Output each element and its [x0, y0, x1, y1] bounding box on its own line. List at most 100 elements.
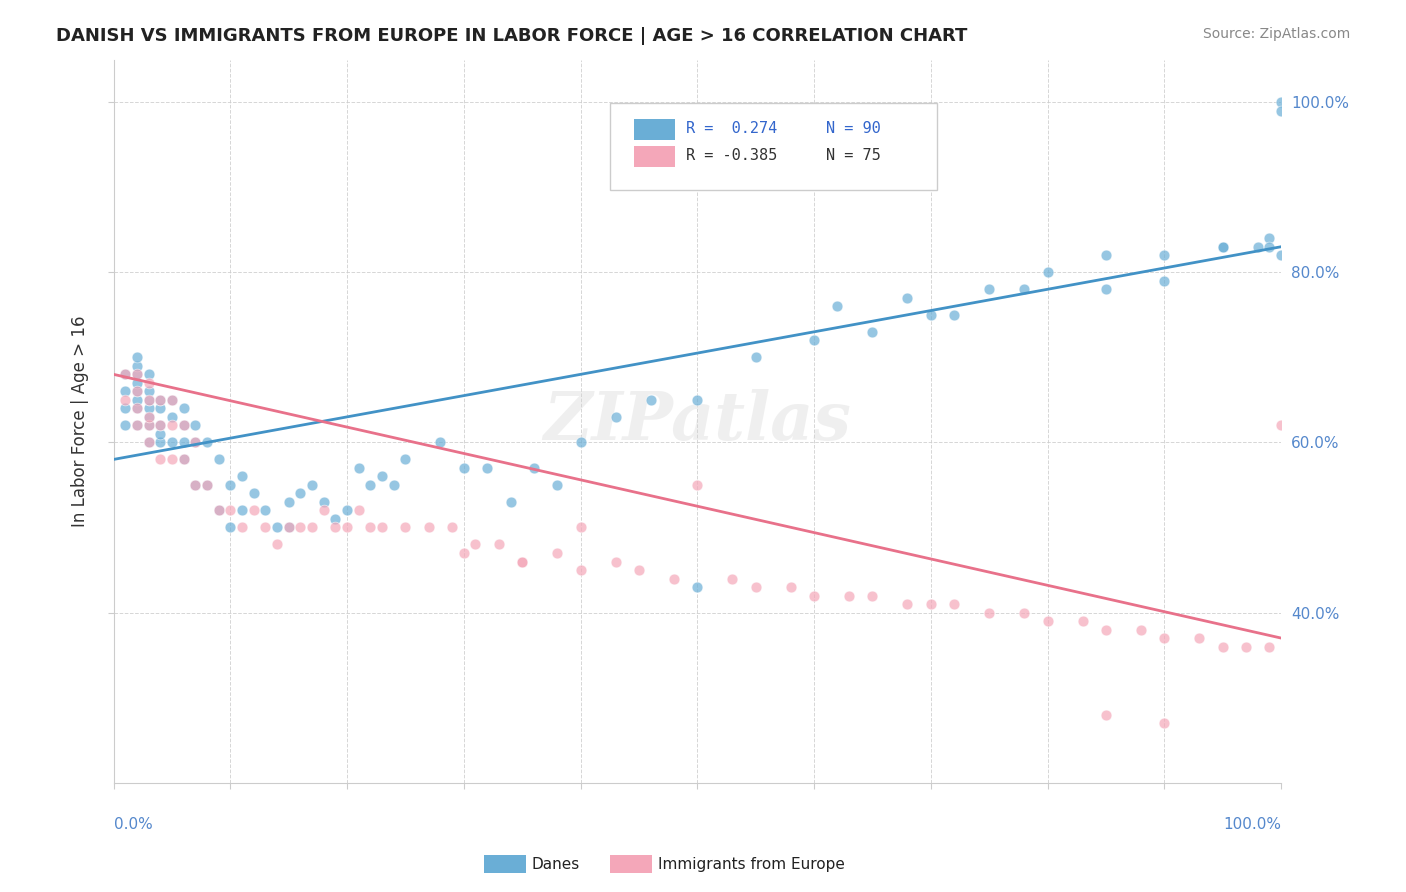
- Point: [325, 512, 347, 526]
- Point: [1153, 274, 1175, 288]
- Text: N = 90: N = 90: [825, 120, 880, 136]
- Point: [173, 452, 195, 467]
- Point: [453, 461, 475, 475]
- Point: [1270, 418, 1292, 433]
- Point: [138, 418, 160, 433]
- Point: [569, 520, 592, 534]
- Point: [195, 478, 218, 492]
- Point: [138, 401, 160, 416]
- Point: [160, 392, 183, 407]
- Point: [943, 308, 966, 322]
- Point: [207, 503, 229, 517]
- Point: [1130, 623, 1153, 637]
- Point: [1270, 248, 1292, 262]
- Point: [160, 435, 183, 450]
- Point: [488, 537, 510, 551]
- Point: [184, 478, 207, 492]
- Point: [195, 478, 218, 492]
- Point: [453, 546, 475, 560]
- Point: [1095, 248, 1118, 262]
- Point: [721, 572, 744, 586]
- Point: [266, 537, 288, 551]
- Point: [394, 452, 416, 467]
- Point: [173, 435, 195, 450]
- Point: [418, 520, 440, 534]
- Point: [371, 469, 394, 483]
- Point: [1212, 640, 1234, 654]
- Point: [277, 495, 299, 509]
- Point: [1188, 631, 1211, 645]
- Point: [1012, 282, 1035, 296]
- Point: [138, 409, 160, 424]
- Point: [1153, 716, 1175, 731]
- Point: [207, 503, 229, 517]
- Point: [125, 368, 148, 382]
- Point: [920, 597, 942, 611]
- Point: [569, 435, 592, 450]
- Point: [336, 520, 359, 534]
- Point: [979, 606, 1001, 620]
- Point: [336, 503, 359, 517]
- Point: [114, 401, 136, 416]
- Point: [803, 334, 825, 348]
- Point: [1270, 103, 1292, 118]
- Point: [569, 563, 592, 577]
- Point: [149, 418, 172, 433]
- Point: [1153, 248, 1175, 262]
- Point: [242, 503, 264, 517]
- Point: [546, 478, 568, 492]
- Point: [510, 554, 533, 568]
- Point: [125, 401, 148, 416]
- Point: [1036, 265, 1059, 279]
- Point: [277, 520, 299, 534]
- Point: [744, 351, 766, 365]
- Point: [394, 520, 416, 534]
- Text: N = 75: N = 75: [825, 147, 880, 162]
- Text: ZIPatlas: ZIPatlas: [543, 389, 851, 454]
- Point: [254, 503, 277, 517]
- Point: [290, 486, 312, 500]
- FancyBboxPatch shape: [634, 119, 675, 140]
- Point: [184, 435, 207, 450]
- Point: [1258, 231, 1281, 245]
- Point: [114, 368, 136, 382]
- Point: [371, 520, 394, 534]
- Point: [605, 554, 627, 568]
- Point: [125, 376, 148, 390]
- Point: [254, 520, 277, 534]
- Point: [160, 392, 183, 407]
- Point: [499, 495, 522, 509]
- Point: [149, 392, 172, 407]
- Text: 0.0%: 0.0%: [114, 817, 152, 832]
- Point: [138, 418, 160, 433]
- Y-axis label: In Labor Force | Age > 16: In Labor Force | Age > 16: [72, 316, 89, 527]
- Point: [114, 392, 136, 407]
- Point: [125, 401, 148, 416]
- Point: [149, 426, 172, 441]
- Point: [662, 572, 685, 586]
- Point: [184, 478, 207, 492]
- Point: [896, 291, 918, 305]
- Point: [290, 520, 312, 534]
- Point: [523, 461, 546, 475]
- Point: [114, 368, 136, 382]
- Point: [347, 461, 370, 475]
- Point: [266, 520, 288, 534]
- Point: [862, 589, 884, 603]
- Point: [138, 435, 160, 450]
- Point: [1212, 240, 1234, 254]
- Point: [149, 401, 172, 416]
- Point: [803, 589, 825, 603]
- Point: [242, 486, 264, 500]
- Point: [184, 435, 207, 450]
- Point: [301, 520, 323, 534]
- Point: [125, 384, 148, 399]
- Point: [943, 597, 966, 611]
- Point: [149, 418, 172, 433]
- Point: [1258, 640, 1281, 654]
- Point: [744, 580, 766, 594]
- Point: [173, 418, 195, 433]
- Point: [1095, 707, 1118, 722]
- Point: [347, 503, 370, 517]
- Point: [149, 392, 172, 407]
